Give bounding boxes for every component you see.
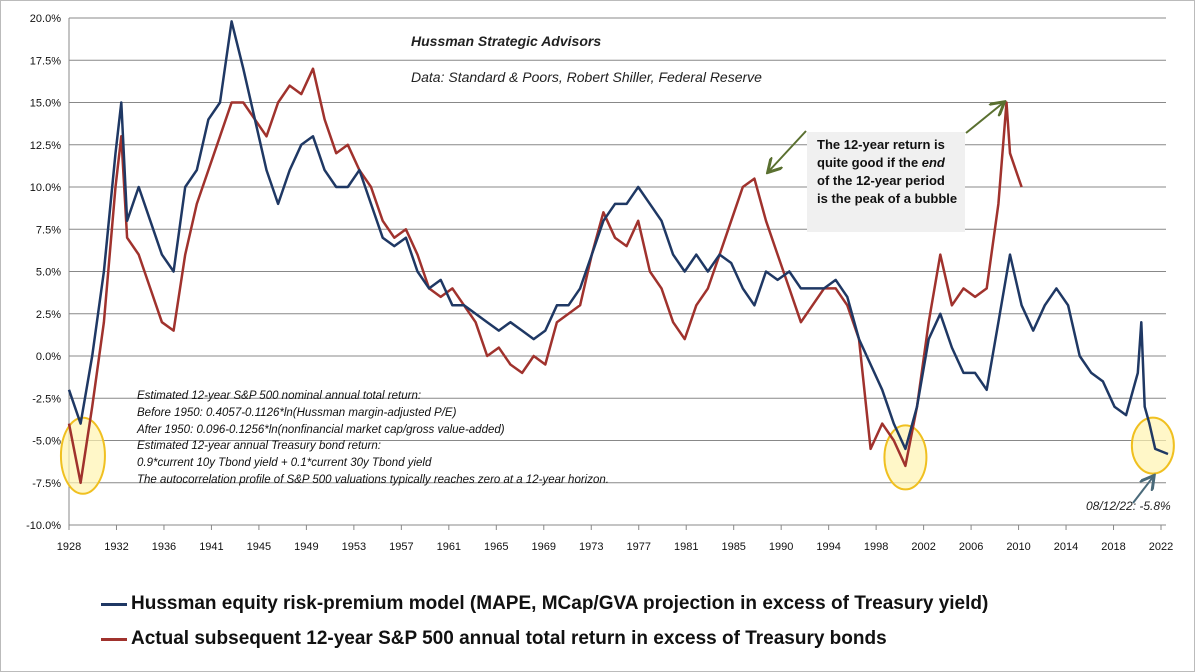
y-tick-label: -7.5% xyxy=(32,478,61,490)
series-line xyxy=(67,67,1023,485)
x-tick-label: 1953 xyxy=(342,541,366,553)
x-tick-label: 1941 xyxy=(199,541,223,553)
x-tick-label: 2006 xyxy=(959,541,983,553)
x-axis: 1928 1932 1936 1941 1945 1949 1953 1957 1961 1965… xyxy=(57,524,1173,553)
legend-item-model: Hussman equity risk-premium model (MAPE,… xyxy=(101,593,988,615)
x-tick-label: 2014 xyxy=(1054,541,1078,553)
callout-arrows xyxy=(769,103,1153,504)
note-line: After 1950: 0.096-0.1256*ln(nonfinancial… xyxy=(137,423,505,436)
y-tick-label: -2.5% xyxy=(32,393,61,405)
y-tick-label: 0.0% xyxy=(36,351,61,363)
x-tick-label: 1990 xyxy=(769,541,793,553)
x-tick-label: 1932 xyxy=(104,541,128,553)
x-tick-label: 1949 xyxy=(294,541,318,553)
line-chart: -10.0% -7.5% -5.0% -2.5% 0.0% 2.5% 5.0% 7.5% 10.… xyxy=(26,13,1175,553)
x-tick-label: 2022 xyxy=(1149,541,1173,553)
methodology-notes: Estimated 12-year S&P 500 nominal annual… xyxy=(137,388,609,489)
legend-swatch-red xyxy=(101,637,127,641)
y-tick-label: -10.0% xyxy=(26,520,61,532)
y-tick-label: 12.5% xyxy=(30,140,61,152)
callout-line: quite good if the end xyxy=(817,154,965,172)
highlight-ellipse xyxy=(59,416,106,495)
x-tick-label: 2018 xyxy=(1101,541,1125,553)
legend-item-actual: Actual subsequent 12-year S&P 500 annual… xyxy=(101,628,887,650)
note-line: 0.9*current 10y Tbond yield + 0.1*curren… xyxy=(137,457,432,470)
arrow-to-latest xyxy=(1132,477,1153,504)
x-tick-label: 1957 xyxy=(389,541,413,553)
y-tick-label: 17.5% xyxy=(30,55,61,67)
y-tick-label: 7.5% xyxy=(36,224,61,236)
callout-line: is the peak of a bubble xyxy=(817,191,958,206)
arrow-to-1987-peak xyxy=(769,130,807,171)
callout-line: The 12-year return is xyxy=(817,137,945,152)
x-tick-label: 1977 xyxy=(626,541,650,553)
x-tick-label: 1965 xyxy=(484,541,508,553)
bubble-callout: The 12-year return is quite good if the … xyxy=(807,132,965,232)
y-tick-label: 5.0% xyxy=(36,267,61,279)
x-tick-label: 1973 xyxy=(579,541,603,553)
x-tick-label: 1994 xyxy=(816,541,840,553)
x-tick-label: 1936 xyxy=(152,541,176,553)
data-source: Data: Standard & Poors, Robert Shiller, … xyxy=(411,69,762,85)
series-line xyxy=(67,20,1169,456)
series-lines xyxy=(67,20,1169,485)
callout-line: of the 12-year period xyxy=(817,173,945,188)
x-tick-label: 1998 xyxy=(864,541,888,553)
y-tick-label: 2.5% xyxy=(36,309,61,321)
arrow-to-2008-peak xyxy=(965,103,1003,134)
x-tick-label: 1961 xyxy=(437,541,461,553)
y-tick-label: 20.0% xyxy=(30,13,61,25)
callout-emphasis: end xyxy=(921,155,945,170)
y-axis: -10.0% -7.5% -5.0% -2.5% 0.0% 2.5% 5.0% 7.5% 10.… xyxy=(26,13,70,532)
chart-title: Hussman Strategic Advisors xyxy=(411,33,601,49)
note-line: The autocorrelation profile of S&P 500 v… xyxy=(137,473,609,486)
y-tick-label: 15.0% xyxy=(30,98,61,110)
legend-label: Actual subsequent 12-year S&P 500 annual… xyxy=(131,628,887,649)
x-tick-label: 2002 xyxy=(911,541,935,553)
latest-value-label: 08/12/22: -5.8% xyxy=(1086,499,1171,513)
y-tick-label: -5.0% xyxy=(32,436,61,448)
y-tick-label: 10.0% xyxy=(30,182,61,194)
legend-label: Hussman equity risk-premium model (MAPE,… xyxy=(131,593,989,614)
note-line: Estimated 12-year S&P 500 nominal annual… xyxy=(137,390,422,402)
x-tick-label: 1945 xyxy=(247,541,271,553)
highlight-ellipse xyxy=(1130,416,1175,475)
x-tick-label: 1981 xyxy=(674,541,698,553)
x-tick-label: 2010 xyxy=(1006,541,1030,553)
x-tick-label: 1928 xyxy=(57,541,81,553)
x-tick-label: 1969 xyxy=(532,541,556,553)
note-line: Before 1950: 0.4057-0.1126*ln(Hussman ma… xyxy=(137,406,457,419)
legend-swatch-blue xyxy=(101,602,127,606)
callout-text: quite good if the xyxy=(817,155,922,170)
x-tick-label: 1985 xyxy=(721,541,745,553)
note-line: Estimated 12-year annual Treasury bond r… xyxy=(137,440,381,453)
